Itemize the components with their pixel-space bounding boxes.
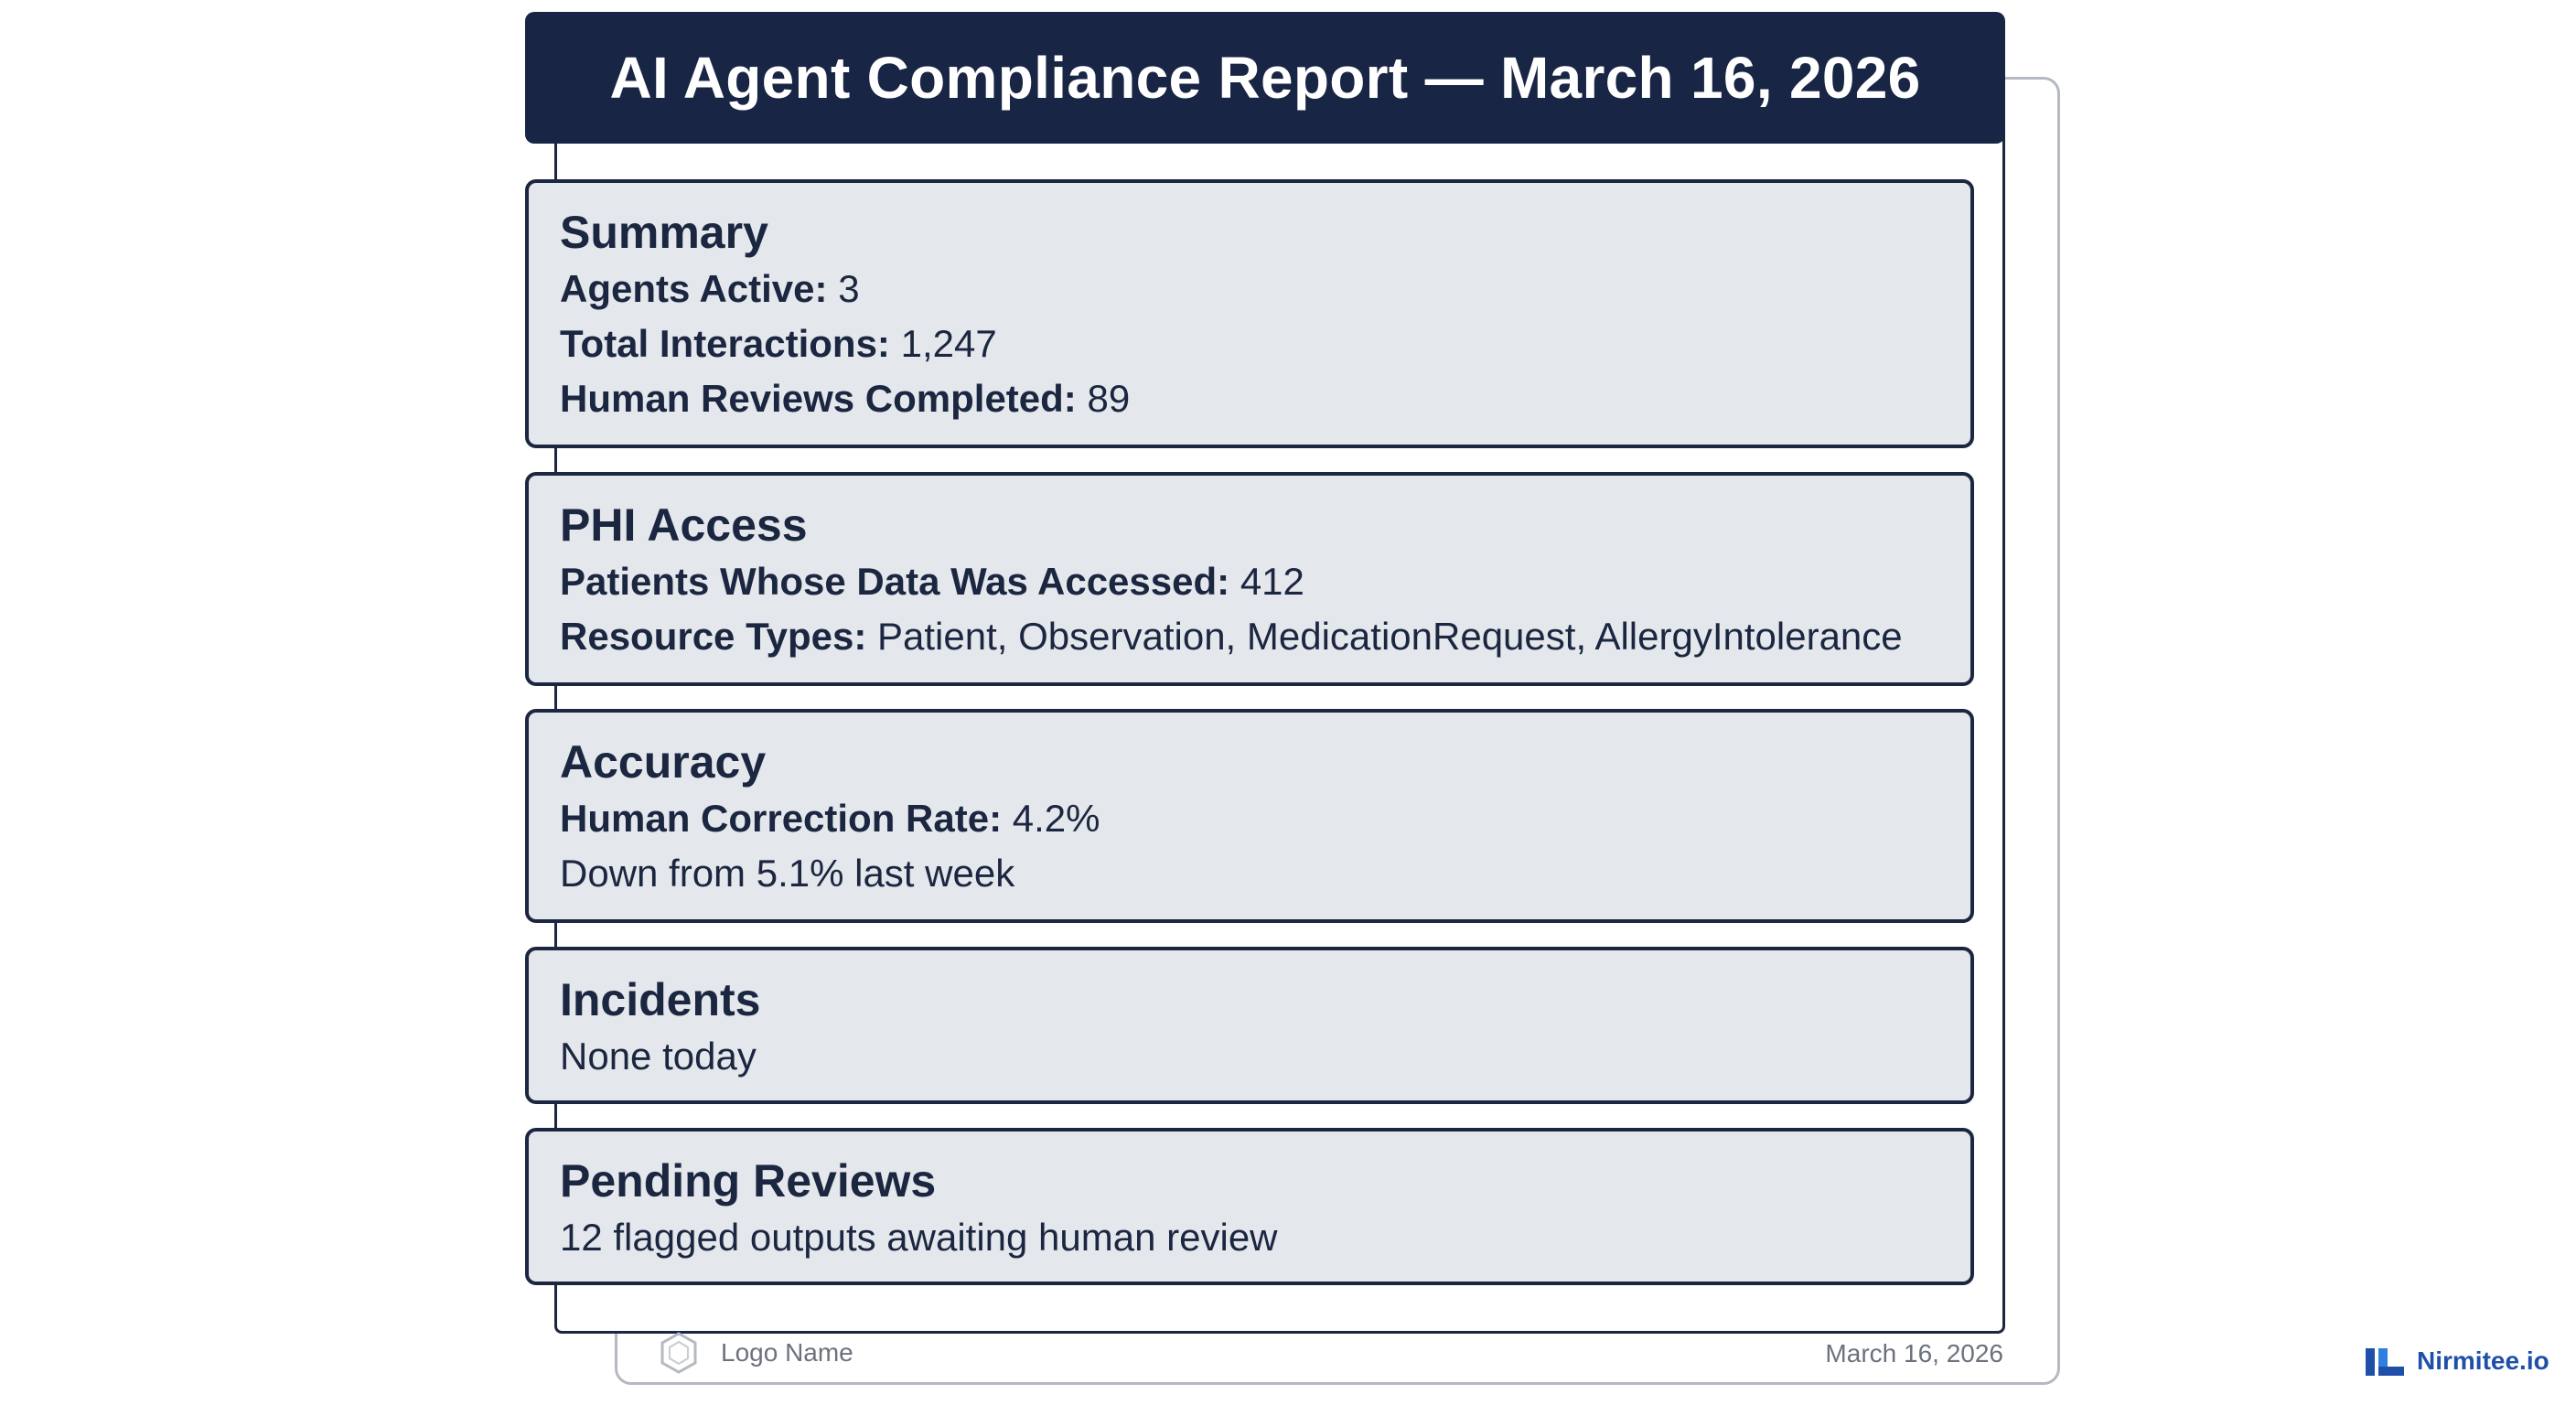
report-title: AI Agent Compliance Report — March 16, 2… [609, 45, 1921, 111]
accuracy-trend-text: Down from 5.1% last week [560, 852, 1015, 895]
total-interactions-row: Total Interactions: 1,247 [560, 316, 1941, 371]
incidents-text: None today [560, 1035, 757, 1078]
accuracy-heading: Accuracy [560, 736, 767, 788]
incidents-card: Incidents None today [525, 947, 1974, 1104]
resource-types-row: Resource Types: Patient, Observation, Me… [560, 609, 1941, 664]
brand-name: Nirmitee.io [2417, 1346, 2549, 1375]
agents-active-row: Agents Active: 3 [560, 262, 1941, 316]
patients-accessed-value: 412 [1240, 560, 1304, 603]
total-interactions-label: Total Interactions: [560, 322, 890, 365]
pending-reviews-text: 12 flagged outputs awaiting human review [560, 1216, 1278, 1259]
report-title-bar: AI Agent Compliance Report — March 16, 2… [525, 12, 2005, 144]
footer-logo: Logo Name [657, 1331, 853, 1375]
nirmitee-logo-icon [2366, 1348, 2404, 1376]
phi-access-card: PHI Access Patients Whose Data Was Acces… [525, 472, 1974, 686]
agents-active-label: Agents Active: [560, 267, 828, 310]
human-reviews-value: 89 [1087, 377, 1131, 420]
summary-heading: Summary [560, 207, 768, 258]
agents-active-value: 3 [838, 267, 860, 310]
summary-card: Summary Agents Active: 3 Total Interacti… [525, 179, 1974, 448]
human-reviews-label: Human Reviews Completed: [560, 377, 1077, 420]
brand-mark: Nirmitee.io [2366, 1345, 2549, 1378]
hexagon-icon [660, 1332, 697, 1374]
patients-accessed-row: Patients Whose Data Was Accessed: 412 [560, 554, 1941, 609]
resource-types-label: Resource Types: [560, 615, 867, 658]
correction-rate-row: Human Correction Rate: 4.2% [560, 791, 1941, 846]
correction-rate-label: Human Correction Rate: [560, 797, 1003, 840]
correction-rate-value: 4.2% [1012, 797, 1100, 840]
footer-logo-text: Logo Name [721, 1338, 853, 1367]
pending-reviews-card: Pending Reviews 12 flagged outputs await… [525, 1128, 1974, 1285]
pending-reviews-heading: Pending Reviews [560, 1155, 937, 1207]
patients-accessed-label: Patients Whose Data Was Accessed: [560, 560, 1230, 603]
footer-date: March 16, 2026 [1825, 1339, 2003, 1367]
resource-types-value: Patient, Observation, MedicationRequest,… [877, 615, 1903, 658]
accuracy-card: Accuracy Human Correction Rate: 4.2% Dow… [525, 709, 1974, 923]
total-interactions-value: 1,247 [900, 322, 997, 365]
incidents-heading: Incidents [560, 974, 761, 1025]
human-reviews-row: Human Reviews Completed: 89 [560, 371, 1941, 426]
phi-access-heading: PHI Access [560, 499, 808, 551]
